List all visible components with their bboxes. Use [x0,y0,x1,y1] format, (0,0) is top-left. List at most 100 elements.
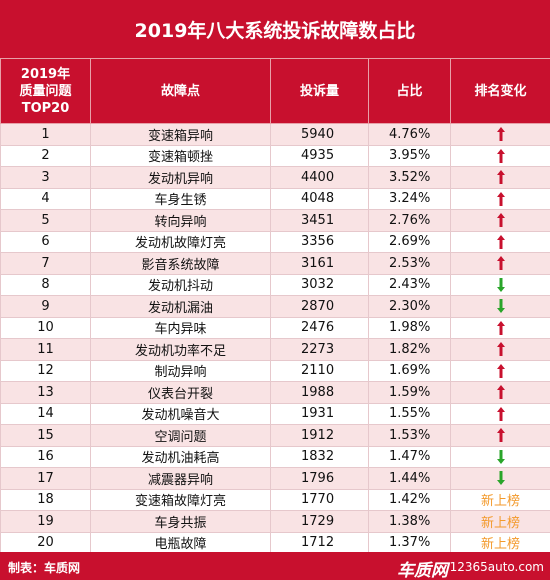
table-row: 12 制动异响 2110 1.69% [0,359,550,382]
table-cell: 9 [0,295,91,318]
rank-change-cell: 新上榜 [450,531,550,554]
table-row: 15 空调问题 1912 1.53% [0,424,550,447]
table-cell: 1796 [270,467,369,490]
table-cell: 5940 [270,123,369,146]
table-cell: 影音系统故障 [90,252,271,275]
arrow-shape [496,320,505,335]
rank-up-arrow [496,428,505,443]
rank-up-arrow [496,213,505,228]
table-cell: 1.37% [368,531,451,554]
table-cell: 2.53% [368,252,451,275]
table-cell: 发动机故障灯亮 [90,230,271,253]
table-cell: 发动机油耗高 [90,445,271,468]
table-cell: 1712 [270,531,369,554]
rank-change-cell [450,273,550,296]
arrow-shape [496,385,505,400]
rank-down-arrow [496,471,505,486]
table-cell: 14 [0,402,91,425]
table-cell: 4 [0,187,91,210]
table-cell: 16 [0,445,91,468]
arrow-shape [496,277,505,292]
rank-change-cell [450,252,550,275]
table-cell: 发动机异响 [90,166,271,189]
rank-change-cell [450,209,550,232]
header-cell: 故障点 [90,58,271,124]
arrow-shape [496,342,505,357]
table-cell: 车身共振 [90,510,271,533]
table-row: 17 减震器异响 1796 1.44% [0,467,550,490]
table-cell: 4048 [270,187,369,210]
rank-up-arrow [496,320,505,335]
table-cell: 1729 [270,510,369,533]
table-cell: 发动机噪音大 [90,402,271,425]
header-cell: 占比 [368,58,451,124]
footer-logo: 车质网 [397,561,448,580]
rank-change-cell [450,467,550,490]
rank-up-arrow [496,256,505,271]
table-cell: 2476 [270,316,369,339]
table-cell: 10 [0,316,91,339]
arrow-shape [496,256,505,271]
table-cell: 18 [0,488,91,511]
table-cell: 仪表台开裂 [90,381,271,404]
table-cell: 7 [0,252,91,275]
table-row: 8 发动机抖动 3032 2.43% [0,273,550,296]
table-cell: 3.24% [368,187,451,210]
rank-up-arrow [496,234,505,249]
table-row: 5 转向异响 3451 2.76% [0,209,550,232]
rank-change-cell [450,123,550,146]
table-cell: 1.55% [368,402,451,425]
table-cell: 发动机漏油 [90,295,271,318]
table-cell: 发动机功率不足 [90,338,271,361]
arrow-shape [496,299,505,314]
rank-up-arrow [496,363,505,378]
header-cell: 排名变化 [450,58,550,124]
arrow-shape [496,170,505,185]
footer: 制表：车质网 车质网 12365auto.com [0,552,550,580]
rank-change-cell: 新上榜 [450,488,550,511]
rank-up-arrow [496,191,505,206]
table-cell: 转向异响 [90,209,271,232]
arrow-shape [496,234,505,249]
table-cell: 1.38% [368,510,451,533]
table-row: 11 发动机功率不足 2273 1.82% [0,338,550,361]
rank-change-cell [450,316,550,339]
table-cell: 变速箱异响 [90,123,271,146]
table-cell: 13 [0,381,91,404]
table-cell: 车内异味 [90,316,271,339]
table-cell: 4.76% [368,123,451,146]
table-cell: 电瓶故障 [90,531,271,554]
table-body: 1 变速箱异响 5940 4.76% 2 变速箱顿挫 4935 3.95% 3 发动机异响 4400… [0,123,550,554]
table-cell: 1.42% [368,488,451,511]
arrow-shape [496,127,505,142]
rank-change-cell [450,166,550,189]
table-cell: 1832 [270,445,369,468]
table-cell: 1931 [270,402,369,425]
table-cell: 2.30% [368,295,451,318]
table-cell: 3451 [270,209,369,232]
table-cell: 2273 [270,338,369,361]
rank-change-cell [450,359,550,382]
header-cell: 投诉量 [270,58,369,124]
arrow-shape [496,428,505,443]
rank-up-arrow [496,170,505,185]
table-cell: 1.59% [368,381,451,404]
table-cell: 变速箱故障灯亮 [90,488,271,511]
rank-up-arrow [496,127,505,142]
table-row: 4 车身生锈 4048 3.24% [0,187,550,210]
table-row: 18 变速箱故障灯亮 1770 1.42% 新上榜 [0,488,550,511]
table-row: 3 发动机异响 4400 3.52% [0,166,550,189]
table-cell: 1770 [270,488,369,511]
rank-change-cell [450,424,550,447]
table-cell: 1.47% [368,445,451,468]
table-cell: 3.95% [368,144,451,167]
arrow-shape [496,148,505,163]
table-cell: 发动机抖动 [90,273,271,296]
table-cell: 2.69% [368,230,451,253]
table-cell: 4400 [270,166,369,189]
table-cell: 19 [0,510,91,533]
table-cell: 4935 [270,144,369,167]
table-cell: 8 [0,273,91,296]
table-cell: 减震器异响 [90,467,271,490]
rank-change-cell [450,402,550,425]
